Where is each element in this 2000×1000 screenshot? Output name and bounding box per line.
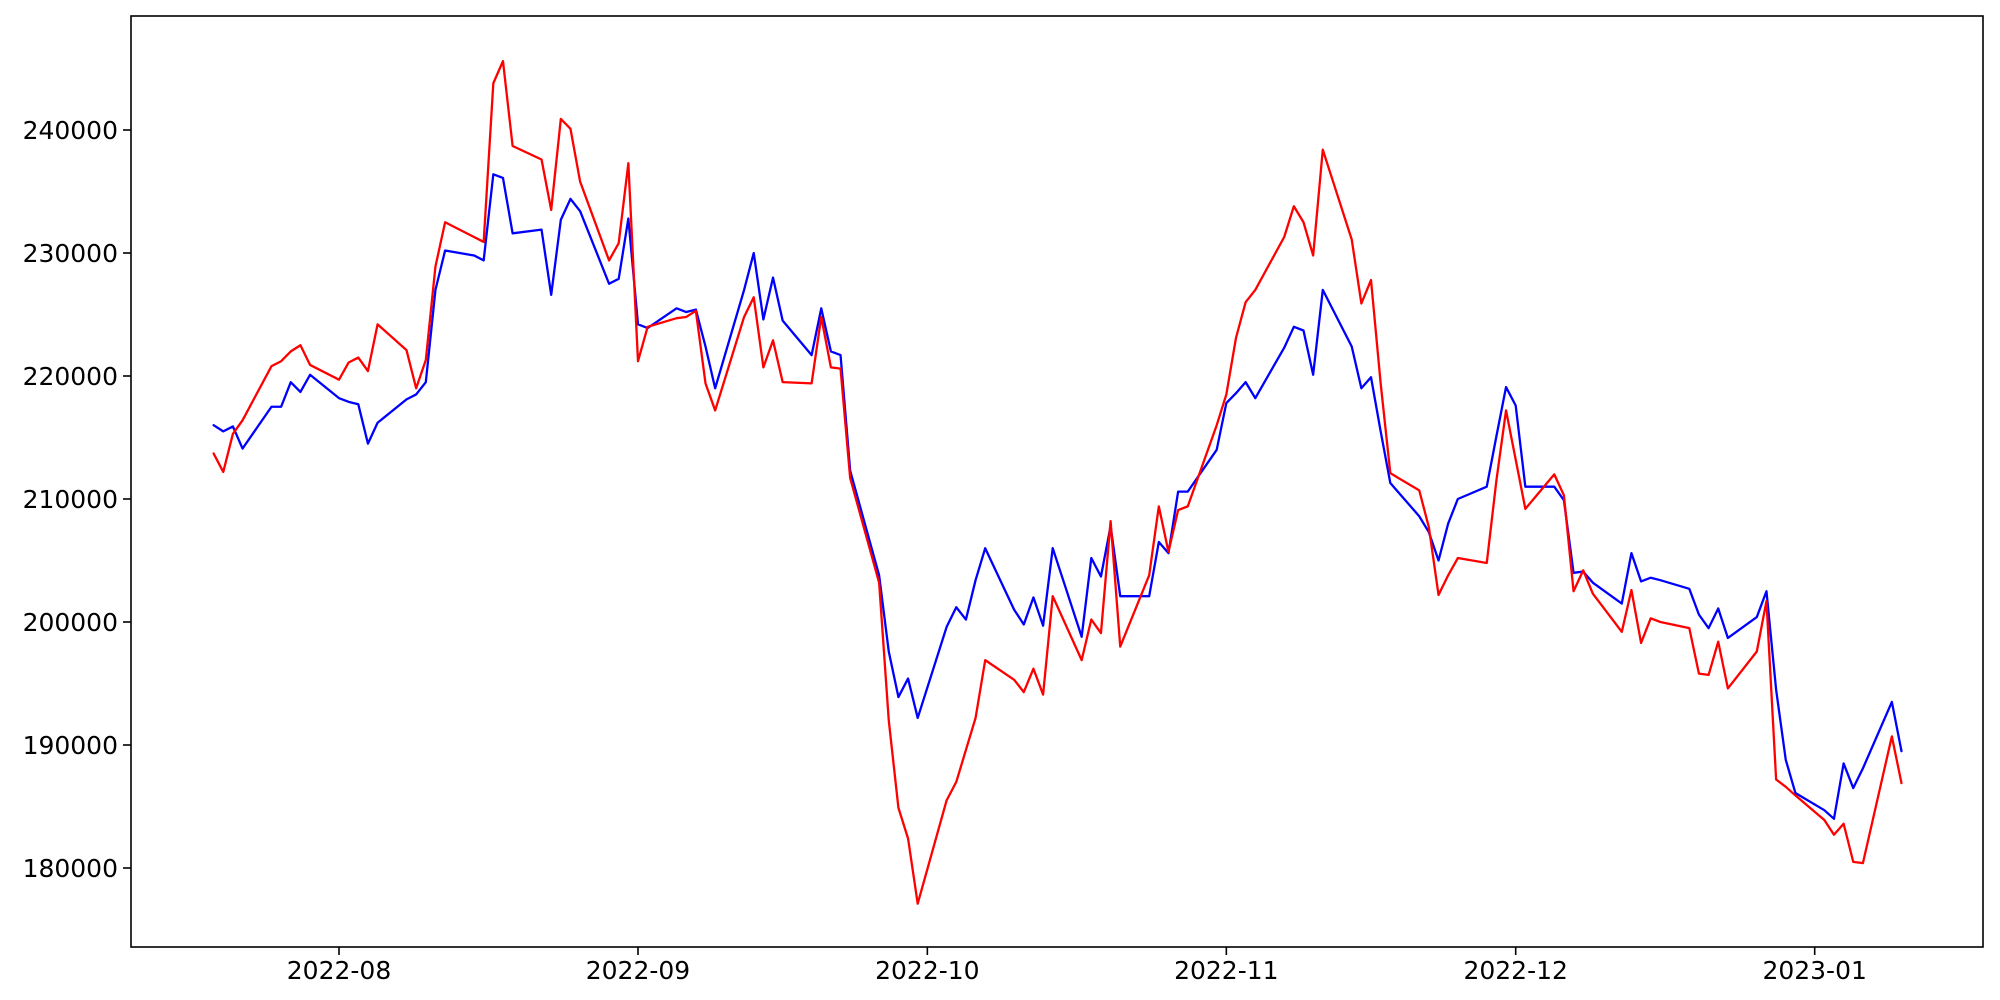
x-tick-label: 2023-01 [1762, 956, 1866, 985]
x-tick-label: 2022-09 [586, 956, 690, 985]
y-axis: 180000 190000 200000 210000 220000 230000 2400… [23, 116, 131, 883]
series-lines [212, 59, 1903, 905]
x-tick-label: 2022-12 [1463, 956, 1567, 985]
series-red-line [212, 59, 1903, 905]
x-axis: 2022-08 2022-09 2022-10 2022-11 2022-12 2023-… [287, 947, 1867, 985]
x-tick-label: 2022-10 [875, 956, 979, 985]
series-blue-line [212, 173, 1903, 820]
y-tick-label: 230000 [23, 239, 118, 268]
y-tick-label: 240000 [23, 116, 118, 145]
y-tick-label: 190000 [23, 731, 118, 760]
y-tick-label: 210000 [23, 485, 118, 514]
y-tick-label: 200000 [23, 608, 118, 637]
x-tick-label: 2022-08 [287, 956, 391, 985]
x-tick-label: 2022-11 [1174, 956, 1278, 985]
y-tick-label: 220000 [23, 362, 118, 391]
y-tick-label: 180000 [23, 854, 118, 883]
plot-border [130, 15, 1984, 948]
